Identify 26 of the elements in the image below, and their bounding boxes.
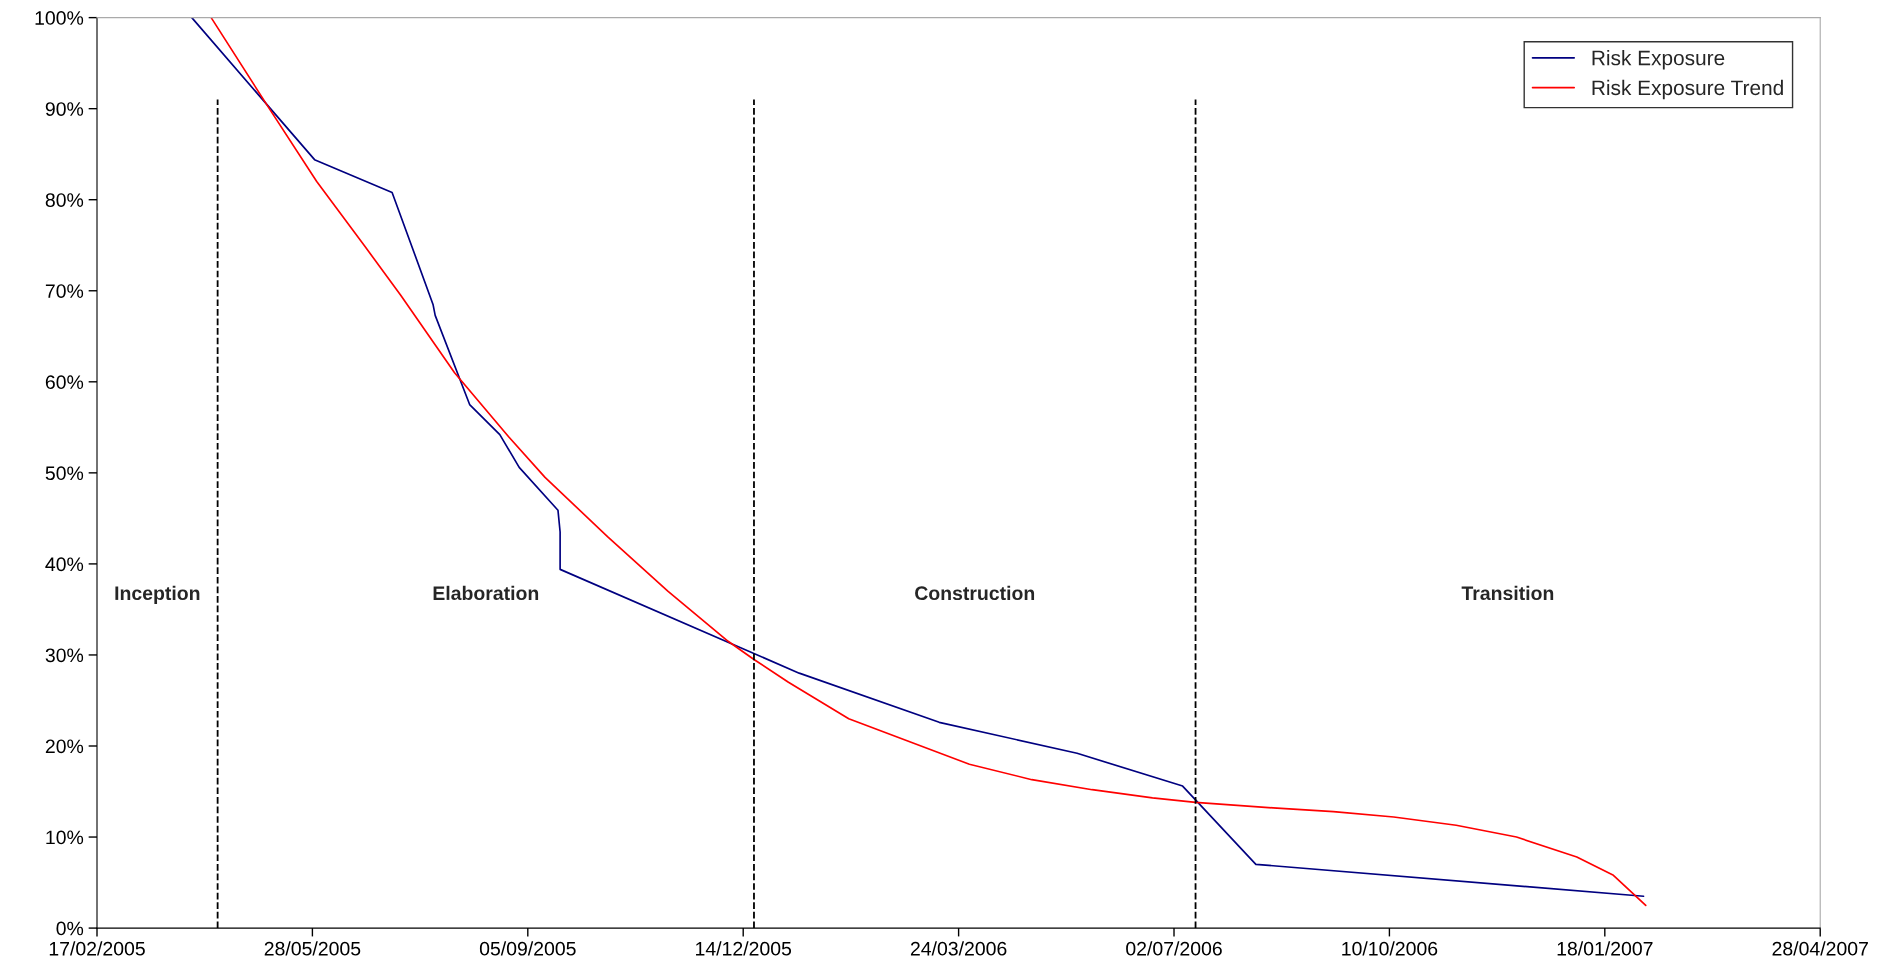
annotation: Inception xyxy=(115,585,200,604)
y-tick-label: 50% xyxy=(45,466,84,481)
y-tick-label: 70% xyxy=(45,284,84,298)
x-tick-label: 18/01/2007 xyxy=(1557,941,1653,956)
y-tick-label: 40% xyxy=(45,557,84,572)
x-tick-label: 05/09/2005 xyxy=(479,941,576,956)
x-tick-label: 17/02/2005 xyxy=(49,941,145,956)
x-tick-label: 28/05/2005 xyxy=(264,941,361,956)
y-tick-label: 90% xyxy=(45,102,84,116)
y-tick-label: 100% xyxy=(35,11,84,25)
x-tick-label: 02/07/2006 xyxy=(1126,941,1222,956)
y-tick-label: 10% xyxy=(46,830,84,845)
y-tick-label: 80% xyxy=(45,193,84,207)
y-tick-label: 0% xyxy=(56,921,84,936)
legend-label: Risk Exposure Trend xyxy=(1592,79,1783,100)
legend-label: Risk Exposure xyxy=(1592,50,1725,70)
x-tick-label: 14/12/2005 xyxy=(696,941,792,956)
y-tick-label: 60% xyxy=(45,375,84,390)
y-tick-label: 30% xyxy=(45,648,84,663)
x-tick-label: 10/10/2006 xyxy=(1342,941,1438,956)
x-tick-label: 28/04/2007 xyxy=(1772,941,1868,956)
y-tick-label: 20% xyxy=(45,739,84,754)
annotation: Elaboration xyxy=(433,585,539,601)
annotation: Construction xyxy=(915,585,1035,601)
annotation: Transition xyxy=(1461,585,1554,601)
x-tick-label: 24/03/2006 xyxy=(910,941,1007,956)
